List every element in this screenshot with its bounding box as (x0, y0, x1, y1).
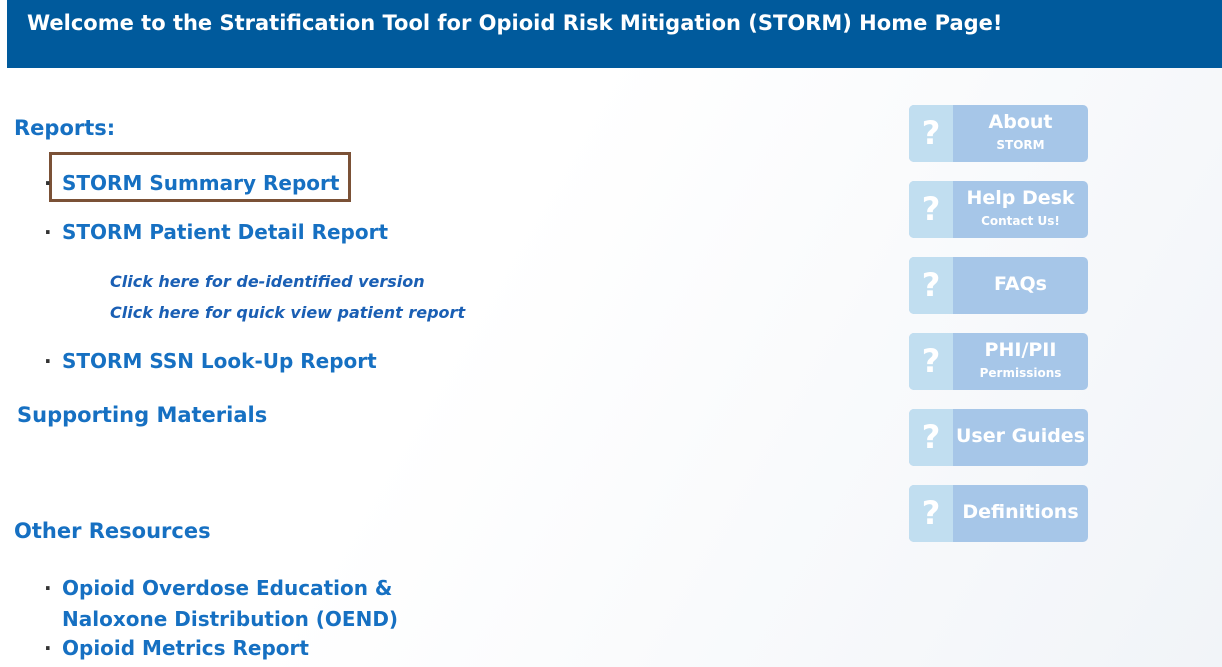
nav-button[interactable]: ? User Guides (909, 409, 1088, 466)
sub-link[interactable]: Click here for de-identified version (110, 272, 425, 291)
button-title: About (988, 111, 1053, 133)
button-subtitle: Contact Us! (981, 214, 1060, 228)
resource-link[interactable]: Opioid Metrics Report (44, 636, 309, 660)
button-icon: ? (909, 257, 953, 314)
button-icon: ? (909, 333, 953, 390)
heading[interactable]: Supporting Materials (17, 403, 268, 427)
button-title: User Guides (955, 425, 1086, 447)
button-icon: ? (909, 409, 953, 466)
heading: Other Resources (14, 519, 211, 543)
nav-button[interactable]: ? PHI/PII Permissions (909, 333, 1088, 390)
nav-button[interactable]: ? FAQs (909, 257, 1088, 314)
button-title: Help Desk (966, 187, 1075, 209)
button-subtitle: STORM (996, 138, 1045, 152)
nav-button[interactable]: ? Help Desk Contact Us! (909, 181, 1088, 238)
title: Welcome to the Stratification Tool for O… (27, 11, 1003, 35)
button-icon: ? (909, 485, 953, 542)
resource-link[interactable]: Opioid Overdose Education & Naloxone Dis… (44, 573, 502, 635)
report-link[interactable]: STORM SSN Look-Up Report (44, 349, 377, 373)
button-icon: ? (909, 105, 953, 162)
button-icon: ? (909, 181, 953, 238)
button-title: Definitions (962, 501, 1079, 523)
nav-button[interactable]: ? Definitions (909, 485, 1088, 542)
button-subtitle: Permissions (979, 366, 1062, 380)
button-title: FAQs (994, 273, 1047, 295)
nav-button[interactable]: ? About STORM (909, 105, 1088, 162)
report-link[interactable]: STORM Summary Report (44, 171, 339, 195)
heading: Reports: (14, 116, 116, 140)
report-link[interactable]: STORM Patient Detail Report (44, 220, 388, 244)
header: Welcome to the Stratification Tool for O… (7, 0, 1222, 68)
button-title: PHI/PII (984, 339, 1057, 361)
sub-link[interactable]: Click here for quick view patient report (110, 303, 466, 322)
